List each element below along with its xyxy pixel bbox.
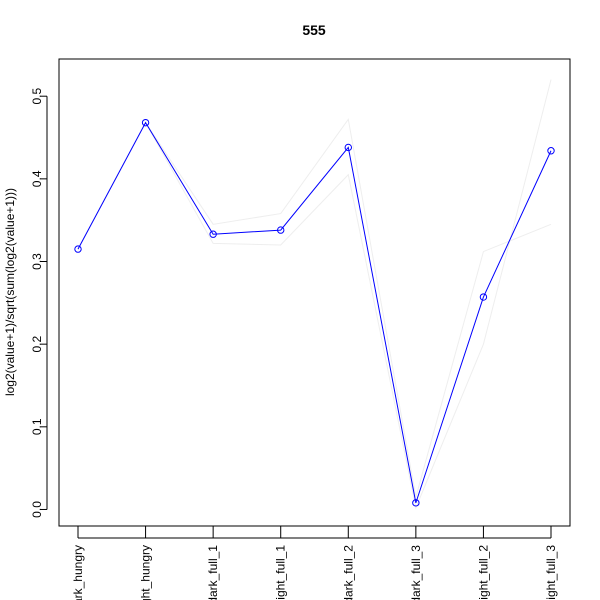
series-layer (74, 79, 555, 510)
x-tick-label: light_full_3 (544, 545, 558, 600)
data-point (209, 230, 217, 238)
x-tick-label: dark_full_1 (206, 545, 220, 600)
data-point (344, 143, 352, 152)
data-point (547, 147, 555, 155)
x-tick-label: dark_hungry (71, 545, 85, 600)
y-tick-label: 0.1 (30, 418, 44, 435)
x-tick-label: light_full_2 (476, 545, 490, 600)
data-point (141, 118, 150, 127)
y-axis-label: log2(value+1)/sqrt(sum(log2(value+1))) (3, 188, 17, 396)
data-point (479, 293, 488, 301)
x-tick-label: light_hungry (139, 545, 153, 600)
series-line-1 (77, 118, 552, 498)
x-tick-label: light_full_1 (274, 545, 288, 600)
x-axis: dark_hungry light_hungry dark_full_1 light_… (71, 526, 558, 600)
y-tick-label: 0.4 (30, 170, 44, 187)
y-tick-label: 0.3 (30, 253, 44, 270)
data-point (412, 499, 420, 507)
series-line-0 (77, 121, 552, 504)
plot-frame (58, 58, 571, 527)
x-tick-label: dark_full_2 (341, 545, 355, 600)
y-tick-label: 0.5 (30, 88, 44, 105)
x-tick-label: dark_full_3 (409, 545, 423, 600)
y-axis: 0.0 0.1 0.2 0.3 0.4 0.5 (30, 88, 48, 518)
y-tick-label: 0.0 (30, 501, 44, 518)
chart-title: 555 (302, 22, 326, 38)
series-line-2 (77, 79, 552, 510)
y-tick-label: 0.2 (30, 335, 44, 352)
data-point (277, 226, 285, 234)
data-point (74, 245, 82, 253)
